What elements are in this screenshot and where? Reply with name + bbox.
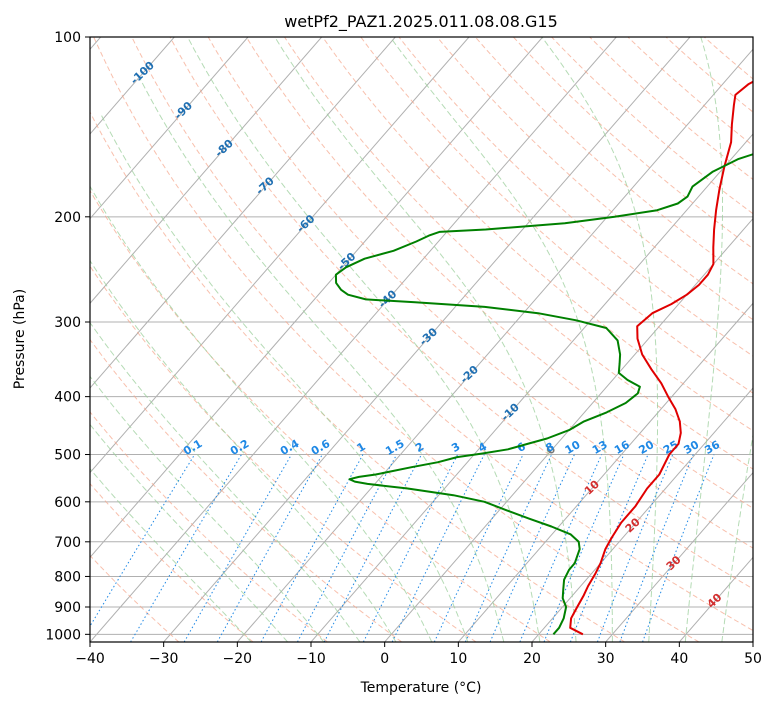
y-tick-label: 500 xyxy=(54,448,81,464)
dry-adiabat-line xyxy=(474,37,753,285)
mixing-ratio-line xyxy=(297,454,398,642)
x-tick-label: 0 xyxy=(380,651,389,667)
dry-adiabat-line xyxy=(360,37,753,394)
isotherm-gridline xyxy=(90,37,544,559)
isotherm-gridline xyxy=(457,302,753,642)
x-tick-label: −30 xyxy=(149,651,179,667)
y-tick-label: 200 xyxy=(54,210,81,226)
isotherm-gridline xyxy=(163,37,691,642)
y-axis: 100 200 300 400 500 600 700 800 900 1000 xyxy=(45,30,90,643)
y-tick-label: 700 xyxy=(54,535,81,551)
chart-title: wetPf2_PAZ1.2025.011.08.08.G15 xyxy=(284,12,558,32)
grid-lines xyxy=(90,37,753,642)
mixing-ratio-line xyxy=(260,454,364,642)
isotherm-gridline xyxy=(605,471,753,642)
x-tick-label: −10 xyxy=(296,651,326,667)
moist-adiabat-line xyxy=(541,37,659,642)
y-axis-label: Pressure (hPa) xyxy=(12,289,28,389)
isotherm-gridline xyxy=(90,37,249,220)
moist-adiabat-line xyxy=(136,73,505,642)
dry-adiabat-line xyxy=(93,37,700,642)
mixing-ratio-line xyxy=(642,454,715,642)
moist-adiabat-line xyxy=(90,423,288,642)
moist-adiabats xyxy=(90,37,753,642)
x-axis: −40 −30 −20 −10 0 10 20 30 40 50 xyxy=(75,642,762,667)
x-tick-label: −20 xyxy=(223,651,253,667)
y-tick-label: 1000 xyxy=(45,627,81,643)
x-tick-label: 30 xyxy=(597,651,615,667)
dry-adiabats xyxy=(90,37,753,642)
mixing-ratio-line xyxy=(130,454,242,642)
plot-frame xyxy=(89,36,754,643)
isotherm-gridline xyxy=(90,37,617,642)
x-tick-label: 10 xyxy=(449,651,467,667)
x-tick-label: 40 xyxy=(670,651,688,667)
mixing-ratio-line xyxy=(519,454,603,642)
moist-adiabat-line xyxy=(90,467,252,642)
dry-adiabat-line xyxy=(90,338,403,642)
dry-adiabat-line xyxy=(436,37,753,321)
moist-adiabat-line xyxy=(274,37,577,642)
y-tick-label: 800 xyxy=(54,569,81,585)
y-tick-label: 900 xyxy=(54,600,81,616)
dry-adiabat-line xyxy=(207,37,753,549)
moist-adiabat-line xyxy=(721,432,753,642)
y-tick-label: 400 xyxy=(54,390,81,406)
mixing-ratio-line xyxy=(596,454,674,642)
dry-adiabat-line xyxy=(322,37,753,432)
sounding-series xyxy=(334,80,753,636)
dewpoint-line xyxy=(334,153,753,635)
isotherm-gridline xyxy=(752,641,753,642)
isotherm-gridline xyxy=(310,133,753,642)
temperature-line xyxy=(569,80,753,636)
dry-adiabat-line xyxy=(90,265,477,642)
moist-adiabat-line xyxy=(90,185,433,642)
mixing-ratio-line xyxy=(216,454,323,642)
dry-adiabat-line xyxy=(90,411,328,642)
y-tick-label: 300 xyxy=(54,315,81,331)
dry-adiabat-line xyxy=(131,37,753,632)
isotherm-gridline xyxy=(384,217,753,642)
mixing-ratio-line xyxy=(183,454,292,642)
y-tick-label: 100 xyxy=(54,30,81,46)
dry-adiabat-line xyxy=(90,189,551,642)
isotherm-gridline xyxy=(90,37,396,389)
moist-adiabat-line xyxy=(100,114,469,642)
x-tick-label: 50 xyxy=(744,651,762,667)
moist-adiabat-line xyxy=(90,259,397,642)
mixing-ratio-line xyxy=(543,454,625,642)
moist-adiabat-line xyxy=(684,37,723,642)
isotherm-gridline xyxy=(236,48,753,642)
moist-adiabat-line xyxy=(90,375,325,642)
dry-adiabat-line xyxy=(90,482,254,642)
dry-adiabat-line xyxy=(245,37,753,509)
moist-adiabat-line xyxy=(389,37,613,642)
isotherm-gridline xyxy=(90,37,470,474)
mixing-ratio-lines xyxy=(90,454,715,642)
x-axis-label: Temperature (°C) xyxy=(360,680,482,696)
dry-adiabat-line xyxy=(90,111,625,642)
mixing-ratio-line xyxy=(619,454,694,642)
dry-adiabat-line xyxy=(169,37,753,590)
moist-adiabat-line xyxy=(90,321,361,642)
isotherm-gridline xyxy=(90,37,323,305)
x-tick-label: 20 xyxy=(523,651,541,667)
mixing-ratio-line xyxy=(489,454,575,642)
mixing-ratio-line xyxy=(569,454,649,642)
mixing-ratio-line xyxy=(464,454,553,642)
isotherm-gridline xyxy=(531,387,753,642)
mixing-ratio-line xyxy=(433,454,524,642)
y-tick-label: 600 xyxy=(54,495,81,511)
x-tick-label: −40 xyxy=(75,651,105,667)
